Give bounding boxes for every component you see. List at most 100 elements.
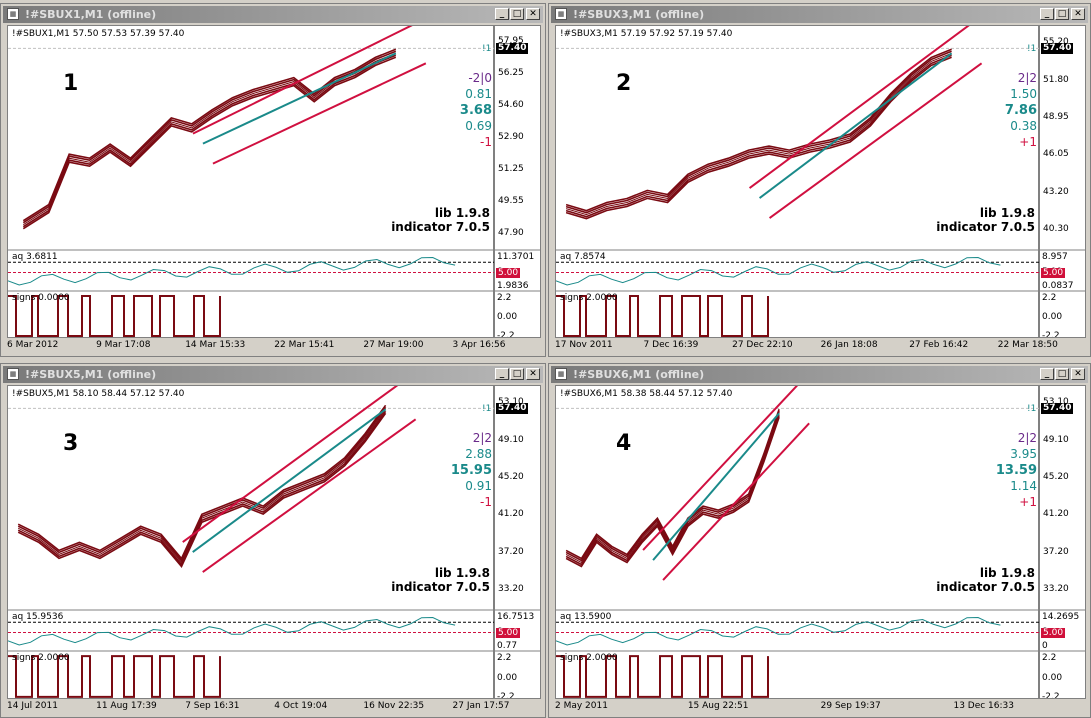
price-band-line xyxy=(565,48,952,212)
price-tick: 43.20 xyxy=(1043,186,1069,197)
signs-tick: 2.2 xyxy=(497,293,512,303)
lib-label: lib 1.9.8 xyxy=(434,206,490,220)
aq-label: aq 3.6811 xyxy=(12,252,58,262)
chart-window-3[interactable]: ▦ !#SBUX5,M1 (offline) _ □ ✕ !#SBUX5,M1 … xyxy=(0,363,546,718)
indicator-label: indicator 7.0.5 xyxy=(391,580,490,594)
price-tick: 49.10 xyxy=(1043,434,1069,445)
signs-tick: 0.00 xyxy=(1042,672,1063,683)
chart-area[interactable]: !#SBUX5,M1 58.10 58.44 57.12 57.40 3 57.… xyxy=(7,385,541,699)
price-band-line xyxy=(565,417,780,568)
chart-canvas xyxy=(556,26,1085,337)
close-button[interactable]: ✕ xyxy=(1071,8,1085,20)
lib-version: lib 1.9.8 indicator 7.0.5 xyxy=(909,206,1035,234)
regression-line xyxy=(758,52,953,199)
marker-value: +1 xyxy=(1019,134,1037,149)
time-tick: 15 Aug 22:51 xyxy=(687,701,749,711)
signs-line xyxy=(556,295,769,337)
chart-window-1[interactable]: ▦ !#SBUX1,M1 (offline) _ □ ✕ !#SBUX1,M1 … xyxy=(0,3,546,357)
aq-label: aq 15.9536 xyxy=(12,612,64,622)
trend-line-lower xyxy=(768,62,983,219)
trend-line-upper xyxy=(182,386,399,543)
price-band-line xyxy=(565,50,952,214)
marker-value: 7.86 xyxy=(1004,102,1037,118)
time-tick: 11 Aug 17:39 xyxy=(96,701,157,711)
symbol-info: !#SBUX6,M1 58.38 58.44 57.12 57.40 xyxy=(560,389,733,399)
minimize-button[interactable]: _ xyxy=(1040,8,1054,20)
marker-value: 2|2 xyxy=(1017,430,1037,445)
mt-chart-icon: ▦ xyxy=(555,8,567,20)
maximize-button[interactable]: □ xyxy=(1055,8,1069,20)
close-button[interactable]: ✕ xyxy=(526,8,540,20)
price-tick: 47.90 xyxy=(498,227,524,238)
maximize-button[interactable]: □ xyxy=(1055,368,1069,380)
window-titlebar[interactable]: ▦ !#SBUX6,M1 (offline) _ □ ✕ xyxy=(551,366,1088,383)
marker-value: 2|2 xyxy=(472,430,492,445)
price-tick: 57.95 xyxy=(498,35,524,46)
trend-line-upper xyxy=(642,386,799,551)
price-band-line xyxy=(22,48,397,222)
price-tick: 51.80 xyxy=(1043,74,1069,85)
regression-line xyxy=(652,412,780,561)
level-marker: !1 xyxy=(1027,44,1037,55)
time-axis: 2 May 2011 15 Aug 22:51 29 Sep 19:37 13 Dec… xyxy=(555,701,1086,715)
symbol-info: !#SBUX3,M1 57.19 57.92 57.19 57.40 xyxy=(560,29,733,39)
marker-value: +1 xyxy=(1019,494,1037,509)
window-titlebar[interactable]: ▦ !#SBUX3,M1 (offline) _ □ ✕ xyxy=(551,6,1088,23)
signs-line xyxy=(8,295,221,337)
price-tick: 48.95 xyxy=(1043,111,1069,122)
marker-value: 0.69 xyxy=(465,118,492,133)
aq-label: aq 7.8574 xyxy=(560,252,606,262)
trend-line-upper xyxy=(192,26,413,135)
signs-label: signs 2.0000 xyxy=(560,653,618,663)
lib-version: lib 1.9.8 indicator 7.0.5 xyxy=(909,566,1035,594)
chart-window-4[interactable]: ▦ !#SBUX6,M1 (offline) _ □ ✕ !#SBUX6,M1 … xyxy=(548,363,1091,718)
minimize-button[interactable]: _ xyxy=(1040,368,1054,380)
close-button[interactable]: ✕ xyxy=(1071,368,1085,380)
marker-value: 3.95 xyxy=(1010,446,1037,461)
marker-value: 0.81 xyxy=(465,86,492,101)
trend-line-lower xyxy=(212,62,427,165)
current-price-label: 57.40 xyxy=(496,43,529,55)
trend-line-upper xyxy=(748,26,970,189)
mt-chart-icon: ▦ xyxy=(7,8,19,20)
marker-value: -1 xyxy=(480,494,492,509)
chart-canvas xyxy=(556,386,1085,698)
aq-red-value: 5.00 xyxy=(496,267,521,278)
close-button[interactable]: ✕ xyxy=(526,368,540,380)
price-tick: 41.20 xyxy=(498,509,524,520)
price-band-line xyxy=(17,404,387,560)
current-price-label: 57.40 xyxy=(1041,403,1074,415)
chart-number: 2 xyxy=(616,70,632,96)
price-band-line xyxy=(565,413,780,564)
aq-tick: 8.957 xyxy=(1042,252,1068,262)
window-titlebar[interactable]: ▦ !#SBUX5,M1 (offline) _ □ ✕ xyxy=(3,366,543,383)
minimize-button[interactable]: _ xyxy=(495,368,509,380)
signs-label: signs 2.0000 xyxy=(12,653,70,663)
indicator-label: indicator 7.0.5 xyxy=(936,220,1035,234)
aq-tick: 11.3701 xyxy=(497,252,535,262)
maximize-button[interactable]: □ xyxy=(510,8,524,20)
signs-tick: 0.00 xyxy=(1042,312,1063,322)
signs-tick: 2.2 xyxy=(497,653,512,663)
time-axis: 6 Mar 2012 9 Mar 17:08 14 Mar 15:33 22 Mar … xyxy=(7,340,541,354)
aq-red-value: 5.00 xyxy=(1041,627,1066,638)
time-axis: 14 Jul 2011 11 Aug 17:39 7 Sep 16:31 4 Oct … xyxy=(7,701,541,715)
time-tick: 3 Apr 16:56 xyxy=(452,340,506,350)
chart-area[interactable]: !#SBUX6,M1 58.38 58.44 57.12 57.40 4 57.… xyxy=(555,385,1086,699)
lib-version: lib 1.9.8 indicator 7.0.5 xyxy=(364,566,490,594)
price-band-line xyxy=(565,415,780,566)
chart-window-2[interactable]: ▦ !#SBUX3,M1 (offline) _ □ ✕ !#SBUX3,M1 … xyxy=(548,3,1091,357)
price-tick: 55.20 xyxy=(1043,37,1069,48)
chart-area[interactable]: !#SBUX1,M1 57.50 57.53 57.39 57.40 1 57.… xyxy=(7,25,541,338)
price-tick: 52.90 xyxy=(498,131,524,142)
time-tick: 16 Nov 22:35 xyxy=(363,701,425,711)
aq-red-value: 5.00 xyxy=(496,627,521,638)
level-marker: !1 xyxy=(1027,404,1037,415)
chart-area[interactable]: !#SBUX3,M1 57.19 57.92 57.19 57.40 2 57.… xyxy=(555,25,1086,338)
lib-label: lib 1.9.8 xyxy=(979,566,1035,580)
window-titlebar[interactable]: ▦ !#SBUX1,M1 (offline) _ □ ✕ xyxy=(3,6,543,23)
lib-label: lib 1.9.8 xyxy=(979,206,1035,220)
regression-line xyxy=(192,408,387,553)
maximize-button[interactable]: □ xyxy=(510,368,524,380)
minimize-button[interactable]: _ xyxy=(495,8,509,20)
